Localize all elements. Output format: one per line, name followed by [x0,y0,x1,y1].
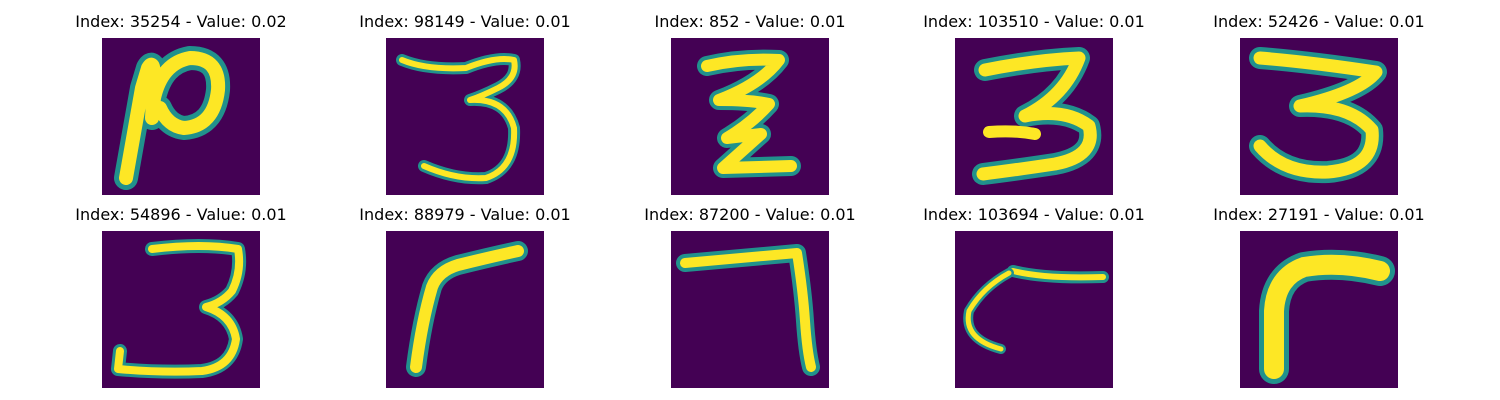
panel: Index: 103510 - Value: 0.01 [914,12,1154,202]
digit-icon [386,38,544,195]
panel: Index: 27191 - Value: 0.01 [1199,205,1439,395]
panel-title: Index: 103510 - Value: 0.01 [923,12,1145,31]
panel-title: Index: 27191 - Value: 0.01 [1213,205,1425,224]
panel-title: Index: 103694 - Value: 0.01 [923,205,1145,224]
panel: Index: 88979 - Value: 0.01 [345,205,585,395]
panel-title: Index: 52426 - Value: 0.01 [1213,12,1425,31]
panel: Index: 35254 - Value: 0.02 [61,12,301,202]
panel: Index: 52426 - Value: 0.01 [1199,12,1439,202]
digit-icon [671,231,829,388]
panel: Index: 103694 - Value: 0.01 [914,205,1154,395]
digit-icon [1240,231,1398,388]
panel-title: Index: 852 - Value: 0.01 [654,12,846,31]
panel: Index: 87200 - Value: 0.01 [630,205,870,395]
digit-icon [955,231,1113,388]
panel-title: Index: 98149 - Value: 0.01 [359,12,571,31]
panel-title: Index: 35254 - Value: 0.02 [75,12,287,31]
digit-icon [386,231,544,388]
digit-icon [671,38,829,195]
panel: Index: 54896 - Value: 0.01 [61,205,301,395]
digit-icon [1240,38,1398,195]
panel-title: Index: 88979 - Value: 0.01 [359,205,571,224]
panel: Index: 852 - Value: 0.01 [630,12,870,202]
digit-icon [102,38,260,195]
panel-title: Index: 54896 - Value: 0.01 [75,205,287,224]
digit-icon [102,231,260,388]
panel: Index: 98149 - Value: 0.01 [345,12,585,202]
digit-icon [955,38,1113,195]
panel-title: Index: 87200 - Value: 0.01 [644,205,856,224]
